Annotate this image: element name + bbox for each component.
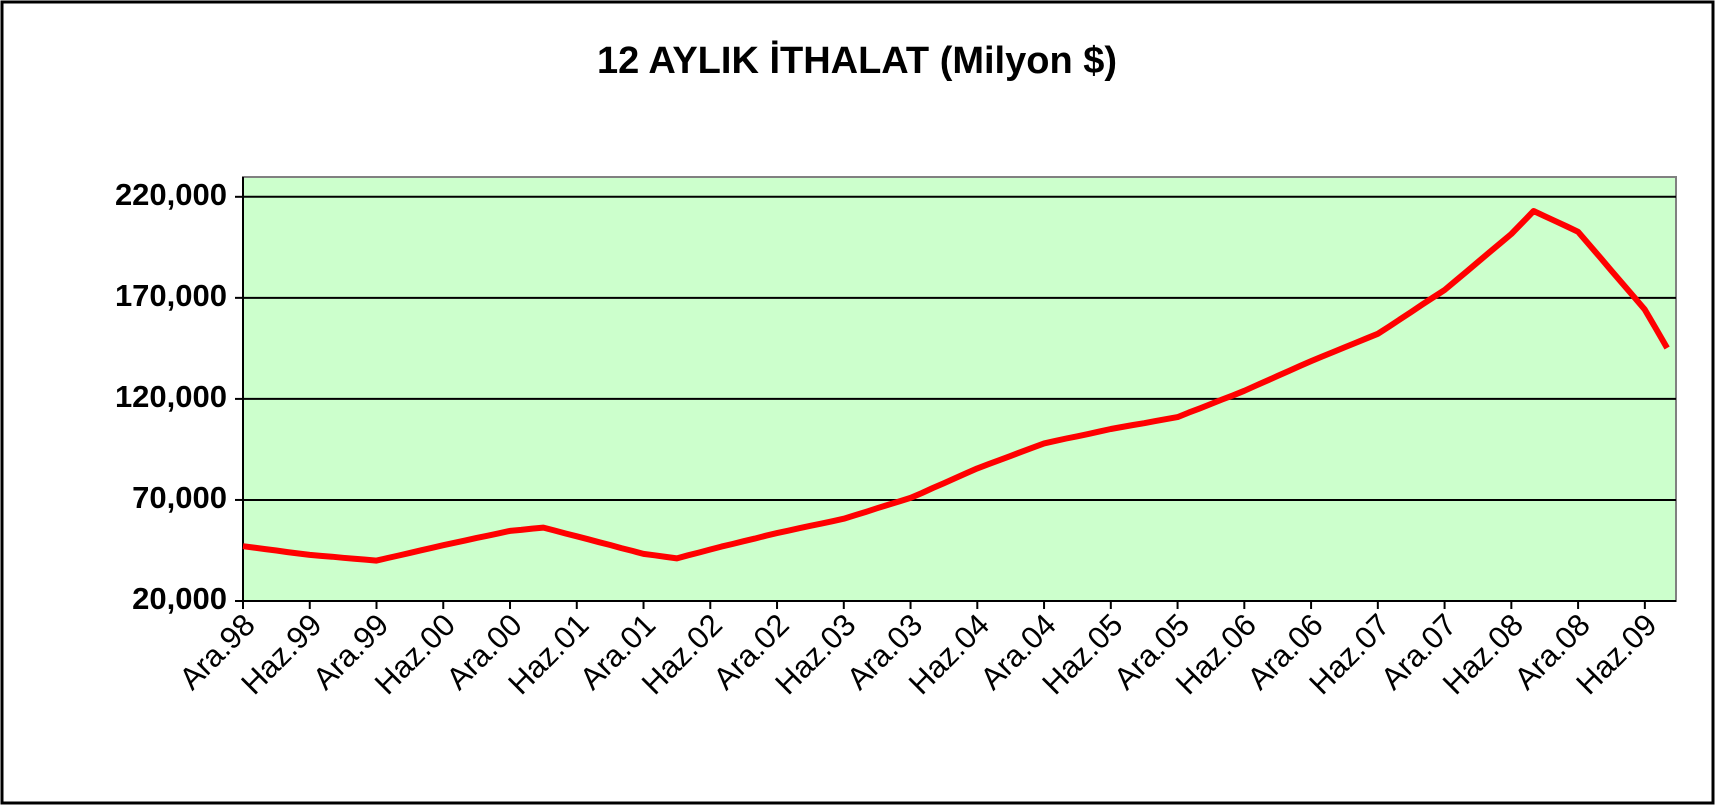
chart-title: 12 AYLIK İTHALAT (Milyon $)	[597, 40, 1117, 82]
y-tick-label: 220,000	[115, 177, 227, 212]
data-line	[242, 208, 1670, 564]
y-tick-label: 70,000	[132, 480, 227, 515]
y-tick-label: 170,000	[115, 278, 227, 313]
y-tick-label: 20,000	[132, 581, 227, 616]
plot-area	[242, 176, 1677, 602]
y-tick-label: 120,000	[115, 379, 227, 414]
